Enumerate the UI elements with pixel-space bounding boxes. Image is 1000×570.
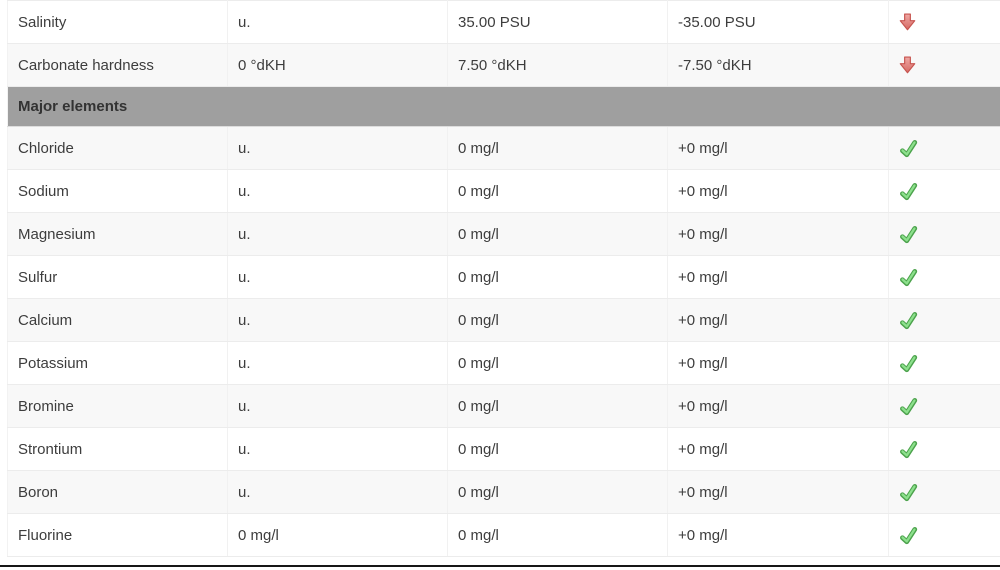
parameter-name: Sulfur <box>7 255 228 299</box>
water-analysis-table: Salinity u. 35.00 PSU -35.00 PSU Carbona… <box>7 0 1000 557</box>
difference-value: +0 mg/l <box>667 470 889 514</box>
status-cell <box>888 298 1000 342</box>
status-cell <box>888 126 1000 170</box>
difference-value: +0 mg/l <box>667 513 889 557</box>
parameter-name: Magnesium <box>7 212 228 256</box>
parameter-name: Salinity <box>7 0 228 44</box>
status-cell <box>888 513 1000 557</box>
target-value: 0 mg/l <box>447 513 668 557</box>
status-cell <box>888 169 1000 213</box>
target-value: 0 mg/l <box>447 470 668 514</box>
parameter-name: Strontium <box>7 427 228 471</box>
target-value: 0 mg/l <box>447 384 668 428</box>
parameter-name: Bromine <box>7 384 228 428</box>
check-icon <box>900 139 918 157</box>
section-header-row: Major elements <box>7 86 1000 127</box>
target-value: 7.50 °dKH <box>447 43 668 87</box>
measured-value: u. <box>227 341 448 385</box>
status-cell <box>888 0 1000 44</box>
target-value: 0 mg/l <box>447 212 668 256</box>
table-row: Carbonate hardness 0 °dKH 7.50 °dKH -7.5… <box>7 43 1000 87</box>
difference-value: -35.00 PSU <box>667 0 889 44</box>
difference-value: +0 mg/l <box>667 212 889 256</box>
difference-value: -7.50 °dKH <box>667 43 889 87</box>
status-cell <box>888 341 1000 385</box>
table-row: Bromine u. 0 mg/l +0 mg/l <box>7 384 1000 428</box>
table-row: Sodium u. 0 mg/l +0 mg/l <box>7 169 1000 213</box>
parameter-name: Boron <box>7 470 228 514</box>
difference-value: +0 mg/l <box>667 298 889 342</box>
target-value: 0 mg/l <box>447 427 668 471</box>
parameter-name: Calcium <box>7 298 228 342</box>
table-row: Sulfur u. 0 mg/l +0 mg/l <box>7 255 1000 299</box>
target-value: 35.00 PSU <box>447 0 668 44</box>
check-icon <box>900 397 918 415</box>
table-row: Salinity u. 35.00 PSU -35.00 PSU <box>7 0 1000 44</box>
measured-value: u. <box>227 470 448 514</box>
check-icon <box>900 182 918 200</box>
check-icon <box>900 440 918 458</box>
status-cell <box>888 255 1000 299</box>
measured-value: u. <box>227 126 448 170</box>
status-cell <box>888 43 1000 87</box>
parameter-name: Carbonate hardness <box>7 43 228 87</box>
table-body: Salinity u. 35.00 PSU -35.00 PSU Carbona… <box>7 0 1000 557</box>
table-row: Chloride u. 0 mg/l +0 mg/l <box>7 126 1000 170</box>
difference-value: +0 mg/l <box>667 169 889 213</box>
page-bottom-border <box>0 565 1000 567</box>
parameter-name: Chloride <box>7 126 228 170</box>
check-icon <box>900 268 918 286</box>
status-cell <box>888 212 1000 256</box>
measured-value: 0 °dKH <box>227 43 448 87</box>
parameter-name: Sodium <box>7 169 228 213</box>
check-icon <box>900 354 918 372</box>
section-title: Major elements <box>7 86 1000 127</box>
difference-value: +0 mg/l <box>667 126 889 170</box>
status-cell <box>888 384 1000 428</box>
table-row: Magnesium u. 0 mg/l +0 mg/l <box>7 212 1000 256</box>
difference-value: +0 mg/l <box>667 255 889 299</box>
down-arrow-icon <box>899 13 916 31</box>
target-value: 0 mg/l <box>447 255 668 299</box>
parameter-name: Fluorine <box>7 513 228 557</box>
table-row: Boron u. 0 mg/l +0 mg/l <box>7 470 1000 514</box>
table-row: Strontium u. 0 mg/l +0 mg/l <box>7 427 1000 471</box>
target-value: 0 mg/l <box>447 298 668 342</box>
down-arrow-icon <box>899 56 916 74</box>
measured-value: u. <box>227 384 448 428</box>
measured-value: u. <box>227 212 448 256</box>
measured-value: u. <box>227 298 448 342</box>
target-value: 0 mg/l <box>447 126 668 170</box>
check-icon <box>900 526 918 544</box>
status-cell <box>888 427 1000 471</box>
measured-value: u. <box>227 255 448 299</box>
target-value: 0 mg/l <box>447 169 668 213</box>
difference-value: +0 mg/l <box>667 427 889 471</box>
measured-value: u. <box>227 0 448 44</box>
check-icon <box>900 311 918 329</box>
check-icon <box>900 225 918 243</box>
check-icon <box>900 483 918 501</box>
page-background-strip <box>0 567 1000 570</box>
target-value: 0 mg/l <box>447 341 668 385</box>
status-cell <box>888 470 1000 514</box>
measured-value: 0 mg/l <box>227 513 448 557</box>
parameter-name: Potassium <box>7 341 228 385</box>
measured-value: u. <box>227 427 448 471</box>
table-row: Potassium u. 0 mg/l +0 mg/l <box>7 341 1000 385</box>
difference-value: +0 mg/l <box>667 384 889 428</box>
table-row: Fluorine 0 mg/l 0 mg/l +0 mg/l <box>7 513 1000 557</box>
difference-value: +0 mg/l <box>667 341 889 385</box>
table-row: Calcium u. 0 mg/l +0 mg/l <box>7 298 1000 342</box>
measured-value: u. <box>227 169 448 213</box>
